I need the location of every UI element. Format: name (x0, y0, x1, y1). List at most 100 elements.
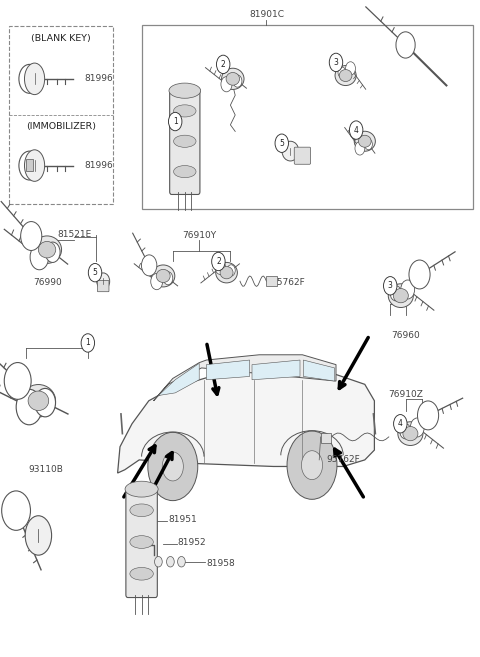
Circle shape (142, 255, 157, 276)
FancyBboxPatch shape (26, 159, 33, 171)
FancyBboxPatch shape (266, 276, 277, 286)
Polygon shape (303, 360, 335, 381)
Ellipse shape (226, 72, 240, 85)
Text: 81996: 81996 (84, 161, 113, 170)
Ellipse shape (174, 105, 196, 117)
Circle shape (275, 134, 288, 152)
Circle shape (151, 273, 163, 290)
Circle shape (346, 62, 356, 75)
Circle shape (2, 491, 31, 530)
Circle shape (410, 418, 424, 437)
Ellipse shape (24, 150, 45, 181)
Text: (IMMOBILIZER): (IMMOBILIZER) (26, 122, 96, 131)
FancyBboxPatch shape (169, 88, 200, 194)
Circle shape (162, 452, 183, 481)
Circle shape (227, 265, 235, 276)
Text: 95762F: 95762F (271, 278, 305, 287)
Polygon shape (252, 360, 300, 380)
Text: 1: 1 (85, 338, 90, 348)
Ellipse shape (335, 66, 356, 85)
Circle shape (16, 389, 42, 425)
Text: 4: 4 (354, 125, 359, 135)
Circle shape (19, 64, 40, 93)
Ellipse shape (222, 68, 244, 89)
Text: 81521E: 81521E (57, 230, 92, 239)
Ellipse shape (339, 70, 352, 81)
FancyBboxPatch shape (294, 147, 311, 164)
Ellipse shape (28, 391, 48, 411)
Circle shape (364, 139, 372, 150)
Ellipse shape (354, 131, 375, 151)
Text: 81958: 81958 (206, 559, 235, 568)
Circle shape (338, 67, 346, 78)
Ellipse shape (38, 241, 56, 258)
Circle shape (233, 75, 242, 87)
Text: 2: 2 (221, 60, 226, 69)
Ellipse shape (174, 135, 196, 147)
Text: 1: 1 (173, 117, 178, 126)
FancyBboxPatch shape (321, 433, 331, 443)
Circle shape (390, 286, 401, 301)
Circle shape (21, 221, 42, 250)
Ellipse shape (125, 481, 158, 497)
FancyBboxPatch shape (126, 486, 157, 598)
Text: 5: 5 (93, 268, 97, 277)
Text: 81951: 81951 (168, 514, 197, 524)
Circle shape (329, 53, 343, 72)
Ellipse shape (33, 236, 61, 263)
Polygon shape (206, 360, 250, 380)
Circle shape (168, 112, 182, 131)
FancyBboxPatch shape (97, 281, 109, 292)
Circle shape (409, 260, 430, 289)
Circle shape (212, 252, 225, 271)
Ellipse shape (130, 504, 153, 516)
Text: 76990: 76990 (34, 278, 62, 287)
Circle shape (301, 451, 323, 480)
Circle shape (163, 272, 173, 284)
Ellipse shape (174, 166, 196, 177)
Circle shape (287, 431, 337, 499)
Ellipse shape (282, 141, 299, 161)
Text: 81996: 81996 (84, 74, 113, 83)
Text: 95762F: 95762F (326, 455, 360, 464)
Ellipse shape (152, 265, 175, 287)
Circle shape (167, 556, 174, 567)
Circle shape (148, 432, 198, 501)
Text: 76910Z: 76910Z (388, 390, 423, 399)
Ellipse shape (220, 267, 233, 279)
Text: (BLANK KEY): (BLANK KEY) (31, 34, 91, 43)
Circle shape (19, 151, 40, 180)
Circle shape (394, 415, 407, 433)
Ellipse shape (388, 284, 413, 307)
Bar (142, 25, 473, 209)
Circle shape (81, 334, 95, 352)
Circle shape (178, 556, 185, 567)
Circle shape (396, 32, 415, 58)
Circle shape (30, 244, 48, 270)
Circle shape (45, 242, 60, 262)
Text: 3: 3 (334, 58, 338, 67)
Text: 4: 4 (398, 419, 403, 428)
Ellipse shape (21, 384, 56, 417)
Circle shape (216, 55, 230, 74)
Bar (9, 26, 113, 204)
Text: 93110B: 93110B (28, 465, 63, 474)
Ellipse shape (130, 535, 153, 549)
Ellipse shape (398, 422, 423, 445)
Circle shape (88, 263, 102, 282)
Circle shape (349, 121, 363, 139)
Circle shape (221, 77, 232, 92)
Ellipse shape (359, 135, 371, 147)
Circle shape (355, 142, 365, 155)
Text: 76910Y: 76910Y (182, 231, 216, 240)
Ellipse shape (24, 63, 45, 95)
Text: 5: 5 (279, 139, 284, 148)
Circle shape (418, 401, 439, 430)
Circle shape (35, 388, 56, 417)
Ellipse shape (216, 262, 238, 283)
Ellipse shape (169, 83, 201, 99)
Ellipse shape (393, 288, 408, 303)
Ellipse shape (130, 568, 153, 580)
Circle shape (155, 556, 162, 567)
Text: 81901C: 81901C (249, 10, 284, 19)
